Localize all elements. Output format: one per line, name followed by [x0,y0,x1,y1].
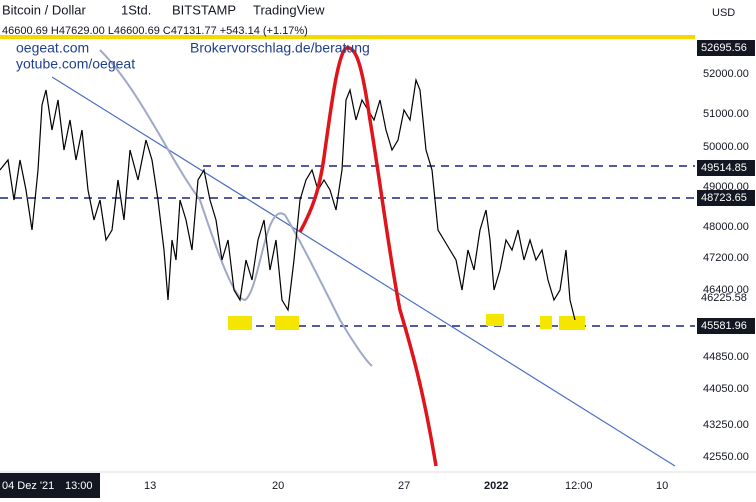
price-label: 47200.00 [703,252,749,264]
time-label: 20 [272,480,284,492]
watermark: Brokervorschlag.de/beratung [190,40,370,56]
price-label: 51000.00 [703,108,749,120]
price-label: 52000.00 [703,68,749,80]
time-label: 2022 [484,480,508,492]
marker-box [275,316,299,330]
price-axis [695,0,756,472]
currency: USD [712,7,735,19]
source: TradingView [253,2,325,17]
price-label: 44850.00 [703,351,749,363]
price-marker: 52695.56 [701,42,747,54]
marker-box [486,314,504,326]
price-marker: 46225.58 [701,292,747,304]
time-label: 10 [656,480,668,492]
interval: 1Std. [121,2,151,17]
price-label: 43250.00 [703,419,749,431]
time-label: 27 [398,480,410,492]
price-label: 44050.00 [703,383,749,395]
price-marker-bg [697,160,755,176]
time-label: 12:00 [565,480,593,492]
price-marker: 48723.65 [701,192,747,204]
moving-average [99,49,373,367]
price-marker-bg [697,190,755,206]
price-marker: 45581.96 [701,320,747,332]
time-label: 13:00 [65,480,93,492]
symbol: Bitcoin / Dollar [2,2,86,17]
price-label: 46400.00 [703,284,749,296]
add-button[interactable] [673,40,689,56]
low-markers [228,314,585,330]
watermark: yotube.com/oegeat [16,56,135,72]
price-label: 48000.00 [703,221,749,233]
marker-box [228,316,252,330]
price-line [0,77,576,321]
price-marker-bg [697,318,755,334]
price-label: 50000.00 [703,141,749,153]
exchange: BITSTAMP [172,2,236,17]
price-marker: 49514.85 [701,162,747,174]
price-label: 49000.00 [703,181,749,193]
time-cursor [0,473,100,498]
watermark: oegeat.com [16,40,89,56]
marker-box [559,316,585,330]
ohlc: 46600.69 H47629.00 L46600.69 C47131.77 +… [2,25,308,37]
trend-line [51,76,676,467]
price-label: 42550.00 [703,451,749,463]
time-label: 13 [144,480,156,492]
time-label: 04 Dez '21 [2,480,54,492]
marker-box [540,316,552,329]
price-marker-bg [697,40,755,56]
forecast-curve [298,46,438,467]
